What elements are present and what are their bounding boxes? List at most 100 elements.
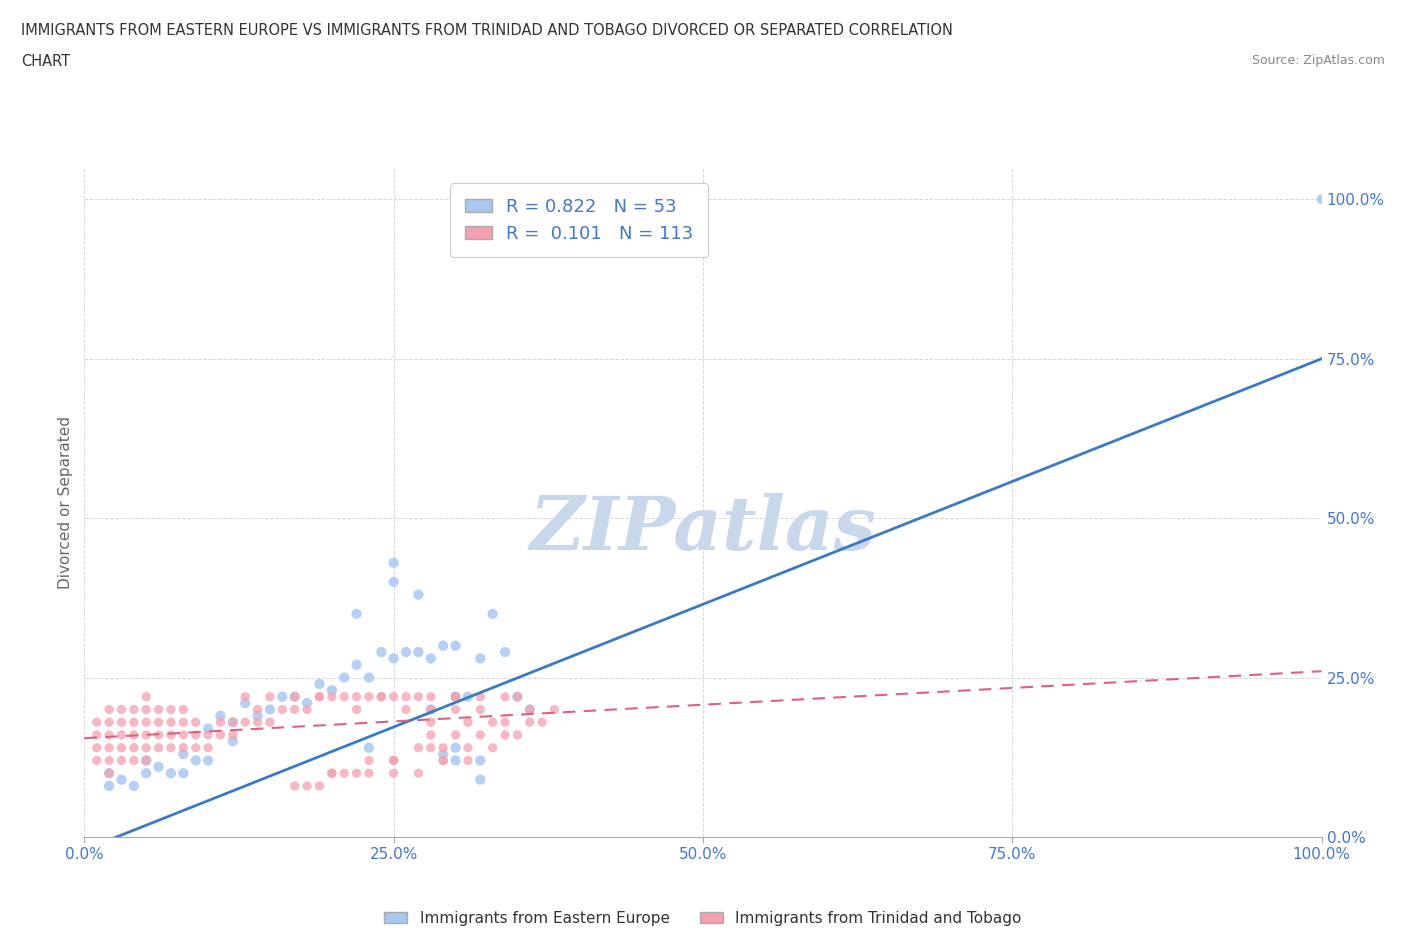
Point bbox=[432, 740, 454, 755]
Point bbox=[110, 772, 132, 787]
Point bbox=[135, 753, 157, 768]
Point bbox=[246, 702, 269, 717]
Point bbox=[382, 555, 405, 570]
Point bbox=[419, 702, 441, 717]
Point bbox=[470, 651, 492, 666]
Point bbox=[271, 702, 294, 717]
Point bbox=[357, 753, 380, 768]
Point bbox=[259, 715, 281, 730]
Point bbox=[321, 765, 343, 780]
Point bbox=[172, 702, 194, 717]
Point bbox=[395, 702, 418, 717]
Point bbox=[519, 702, 541, 717]
Point bbox=[160, 740, 183, 755]
Point bbox=[160, 715, 183, 730]
Point bbox=[148, 760, 170, 775]
Point bbox=[346, 689, 368, 704]
Point bbox=[321, 765, 343, 780]
Point bbox=[148, 727, 170, 742]
Point bbox=[321, 689, 343, 704]
Point bbox=[135, 753, 157, 768]
Point bbox=[408, 689, 430, 704]
Point bbox=[506, 689, 529, 704]
Point bbox=[519, 702, 541, 717]
Point bbox=[1310, 192, 1333, 206]
Point bbox=[333, 671, 356, 685]
Point bbox=[470, 727, 492, 742]
Point bbox=[222, 715, 245, 730]
Point bbox=[506, 727, 529, 742]
Point bbox=[444, 740, 467, 755]
Point bbox=[470, 772, 492, 787]
Point bbox=[470, 702, 492, 717]
Point bbox=[382, 753, 405, 768]
Point bbox=[222, 734, 245, 749]
Point bbox=[86, 715, 108, 730]
Point bbox=[209, 715, 232, 730]
Point bbox=[209, 709, 232, 724]
Point bbox=[172, 715, 194, 730]
Point bbox=[408, 740, 430, 755]
Point bbox=[419, 689, 441, 704]
Point bbox=[122, 702, 145, 717]
Point bbox=[172, 747, 194, 762]
Point bbox=[395, 644, 418, 659]
Point bbox=[382, 575, 405, 590]
Point bbox=[357, 671, 380, 685]
Point bbox=[135, 715, 157, 730]
Point bbox=[494, 644, 516, 659]
Point bbox=[148, 702, 170, 717]
Point bbox=[197, 721, 219, 736]
Point bbox=[470, 689, 492, 704]
Point bbox=[172, 727, 194, 742]
Point bbox=[98, 740, 121, 755]
Point bbox=[172, 740, 194, 755]
Point bbox=[233, 696, 256, 711]
Point bbox=[148, 715, 170, 730]
Point bbox=[333, 689, 356, 704]
Point bbox=[284, 689, 307, 704]
Point bbox=[246, 709, 269, 724]
Point bbox=[160, 702, 183, 717]
Point bbox=[357, 689, 380, 704]
Legend: Immigrants from Eastern Europe, Immigrants from Trinidad and Tobago: Immigrants from Eastern Europe, Immigran… bbox=[378, 905, 1028, 930]
Point bbox=[531, 715, 554, 730]
Point bbox=[419, 702, 441, 717]
Point bbox=[86, 753, 108, 768]
Point bbox=[419, 651, 441, 666]
Point bbox=[308, 778, 330, 793]
Point bbox=[184, 740, 207, 755]
Point bbox=[110, 702, 132, 717]
Point bbox=[222, 715, 245, 730]
Point bbox=[444, 727, 467, 742]
Point bbox=[148, 740, 170, 755]
Point bbox=[346, 702, 368, 717]
Point bbox=[135, 727, 157, 742]
Point bbox=[481, 606, 503, 621]
Point bbox=[494, 727, 516, 742]
Point bbox=[209, 727, 232, 742]
Point bbox=[197, 727, 219, 742]
Point bbox=[457, 740, 479, 755]
Y-axis label: Divorced or Separated: Divorced or Separated bbox=[58, 416, 73, 589]
Point bbox=[457, 753, 479, 768]
Point bbox=[308, 689, 330, 704]
Point bbox=[246, 715, 269, 730]
Point bbox=[233, 689, 256, 704]
Point bbox=[160, 765, 183, 780]
Point bbox=[233, 715, 256, 730]
Point bbox=[160, 727, 183, 742]
Point bbox=[98, 727, 121, 742]
Point bbox=[382, 689, 405, 704]
Point bbox=[444, 689, 467, 704]
Point bbox=[98, 702, 121, 717]
Point bbox=[370, 689, 392, 704]
Point bbox=[259, 702, 281, 717]
Point bbox=[122, 778, 145, 793]
Point bbox=[382, 753, 405, 768]
Point bbox=[98, 715, 121, 730]
Point bbox=[357, 740, 380, 755]
Point bbox=[444, 689, 467, 704]
Point bbox=[284, 702, 307, 717]
Point bbox=[382, 651, 405, 666]
